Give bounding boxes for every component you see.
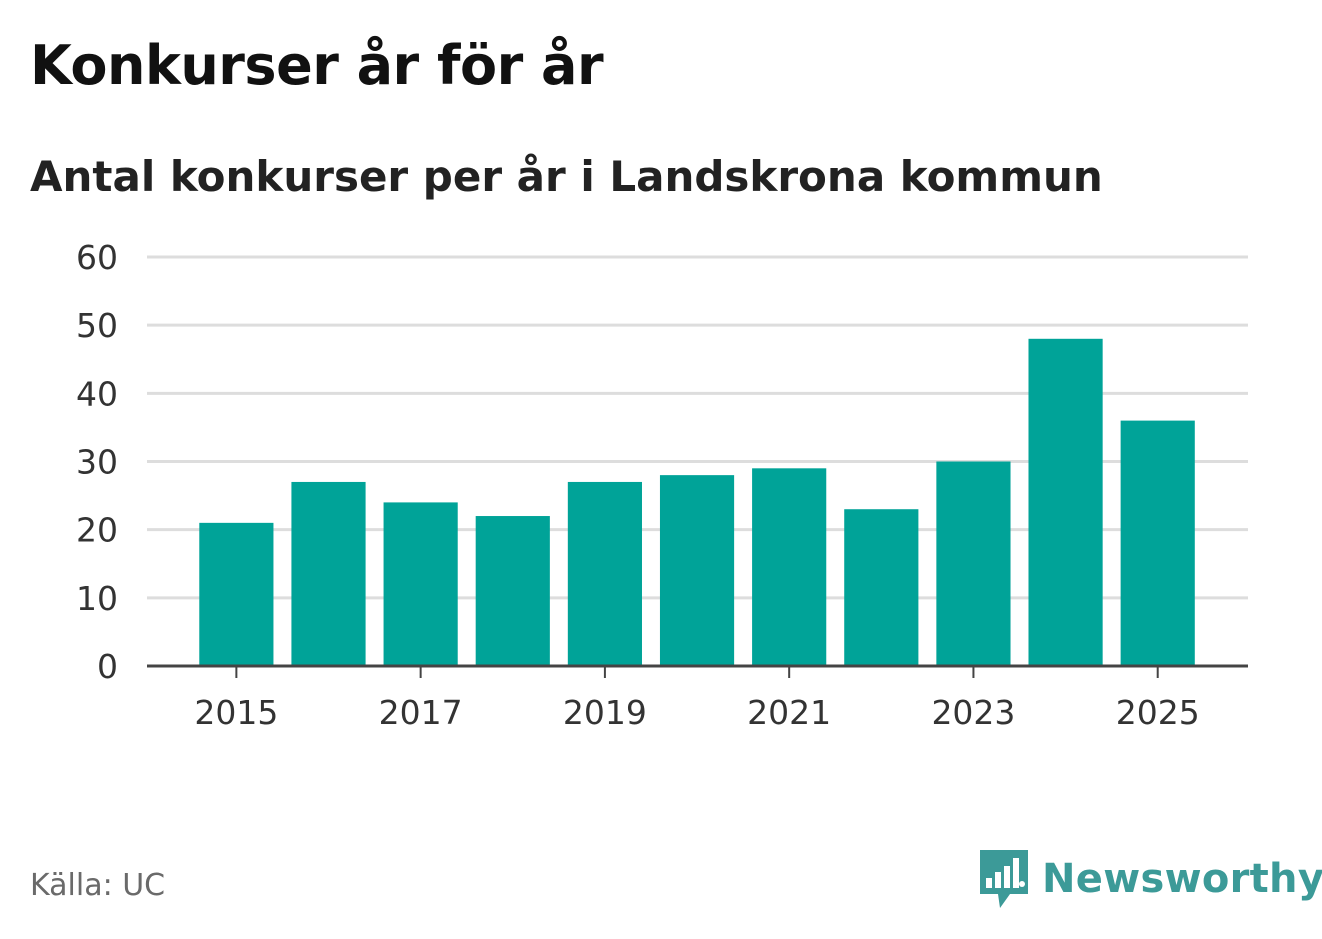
bar-2017 [383,502,458,666]
bar-2025 [1120,420,1195,666]
x-tick-label: 2015 [194,693,278,732]
y-tick-label: 40 [76,374,118,413]
bar-2021 [752,468,827,666]
x-tick-label: 2019 [563,693,647,732]
y-tick-label: 50 [76,306,118,345]
bar-2019 [567,481,642,666]
bars [199,338,1195,666]
brand-name: Newsworthy [1042,856,1322,902]
bar-2015 [199,522,274,666]
bar-2022 [844,509,919,666]
x-tick-label: 2023 [931,693,1015,732]
brand: Newsworthy [978,848,1322,910]
chart-title: Konkurser år för år [30,34,604,97]
bar-chart: 0 10 20 30 40 50 60 2015 2017 2019 2021 2023 2025 [76,238,1248,732]
y-tick-label: 60 [76,238,118,277]
x-tick-label: 2021 [747,693,831,732]
source-note: Källa: UC [30,868,166,903]
y-tick-label: 30 [76,443,118,482]
x-tick-label: 2017 [379,693,463,732]
y-tick-label: 0 [97,647,118,686]
bar-2016 [291,481,366,666]
x-axis-ticks: 2015 2017 2019 2021 2023 2025 [194,666,1200,732]
bar-2018 [475,516,550,666]
y-tick-label: 20 [76,511,118,550]
bar-2024 [1028,338,1103,666]
y-axis-ticks: 0 10 20 30 40 50 60 [76,238,118,686]
bar-2020 [659,475,735,666]
x-tick-label: 2025 [1116,693,1200,732]
chart-subtitle: Antal konkurser per år i Landskrona komm… [30,152,1103,201]
bar-2023 [936,461,1011,666]
newsworthy-logo-icon [980,850,1028,908]
y-tick-label: 10 [76,579,118,618]
